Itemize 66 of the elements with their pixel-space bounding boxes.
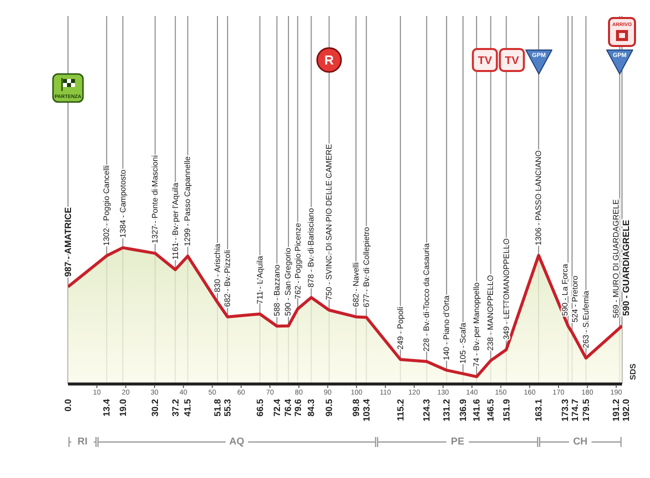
x-tick-label: 13.4 — [102, 399, 112, 417]
data-label: 590 - La Forca — [560, 263, 570, 316]
x-tick-label: 174.7 — [570, 399, 580, 422]
data-label: 1299 - Passo Capannelle — [183, 156, 192, 246]
data-label: 830 - Arischia — [212, 243, 222, 292]
data-label: 682 - Navelli — [351, 262, 360, 307]
data-label: 590 - GUARDIAGRELE — [620, 220, 631, 316]
data-label: 590 - San Gregorio — [284, 247, 293, 316]
data-label: 588 - Bazzano — [272, 264, 282, 316]
data-label: 140 - Piano d'Orta — [442, 294, 452, 360]
data-label: 1161 - Bv. per l'Aquila — [170, 182, 180, 260]
data-label: 1327 - Ponte di Mascioni — [150, 155, 160, 244]
data-label: 1306 - PASSO LANCIANO — [534, 150, 544, 246]
x-tick-label: 131.2 — [442, 399, 452, 422]
data-label: 750 - SVINC. DI SAN PIO DELLE CAMERE — [324, 144, 334, 300]
data-label: 987 - AMATRICE — [63, 207, 73, 277]
text: RI — [78, 436, 88, 448]
x-tick-label: 173.3 — [560, 399, 570, 422]
data-label: 74 - Bv. per Manoppello — [472, 282, 482, 367]
data-label: 762 - Poggio Picenze — [294, 222, 303, 299]
x-tick-label: 84.3 — [306, 399, 316, 417]
data-label: 228 - Bv. di Tocco da Casauria — [422, 242, 432, 352]
text: SDS — [628, 362, 638, 380]
x-tick-label: 191.2 — [610, 399, 621, 422]
data-label: 249 - Popoli — [396, 306, 405, 350]
x-tick-label: 99.8 — [350, 399, 361, 417]
tv-badge-icon: TV — [472, 48, 498, 72]
text: AQ — [229, 436, 245, 448]
x-tick-label: 146.5 — [486, 399, 496, 422]
data-label: 1384 - Campotosto — [118, 169, 128, 238]
x-tick-label: 76.4 — [283, 399, 294, 417]
x-tick-label: 136.9 — [458, 399, 468, 422]
x-tick-label: 66.5 — [254, 399, 265, 417]
data-label: 1302 - Poggio Cancelli — [102, 165, 112, 246]
x-tick-label: 41.5 — [182, 399, 193, 417]
x-tick-label: 51.8 — [212, 399, 222, 417]
data-label: 682 - Bv. Pizzoli — [223, 250, 232, 307]
x-tick-label: 163.1 — [534, 399, 544, 422]
x-tick-label: 30.2 — [150, 399, 160, 417]
x-tick-label: 90.5 — [324, 399, 334, 417]
x-tick-label: 72.4 — [272, 399, 282, 417]
x-tick-label: 37.2 — [170, 399, 180, 417]
x-tick-label: 0.0 — [63, 399, 73, 412]
data-label: 677 - Bv. di Collepietro — [362, 226, 371, 308]
tv-badge-icon: TV — [498, 48, 525, 72]
x-tick-label: 192.0 — [620, 399, 631, 422]
data-label: 569 - MURO DI GUARDAGRELE — [611, 199, 620, 318]
x-tick-label: 124.3 — [422, 399, 432, 422]
data-label: 263 - S.Eufemia — [581, 290, 590, 348]
x-tick-label: 141.6 — [472, 399, 482, 422]
data-label: 878 - Bv. di Barisciano — [306, 208, 316, 288]
x-tick-label: 79.6 — [293, 399, 304, 417]
text: CH — [573, 436, 588, 448]
x-tick-label: 55.3 — [222, 399, 233, 417]
data-label: 238 - MANOPPELLO — [486, 274, 496, 351]
x-tick-label: 179.5 — [580, 399, 591, 422]
x-tick-label: 103.4 — [361, 399, 372, 422]
data-label: 711 - L'Aquila — [255, 255, 264, 304]
data-label: 524 - Pretoro — [570, 275, 580, 322]
x-tick-label: 115.2 — [395, 399, 406, 422]
data-label: 349 - LETTOMANOPPELLO — [502, 238, 511, 340]
x-tick-label: 151.9 — [501, 399, 512, 422]
x-tick-label: 19.0 — [118, 399, 128, 417]
data-label: 105 - Scafa — [458, 322, 468, 364]
text: PE — [450, 436, 465, 448]
round-badge-icon: R — [316, 47, 342, 73]
